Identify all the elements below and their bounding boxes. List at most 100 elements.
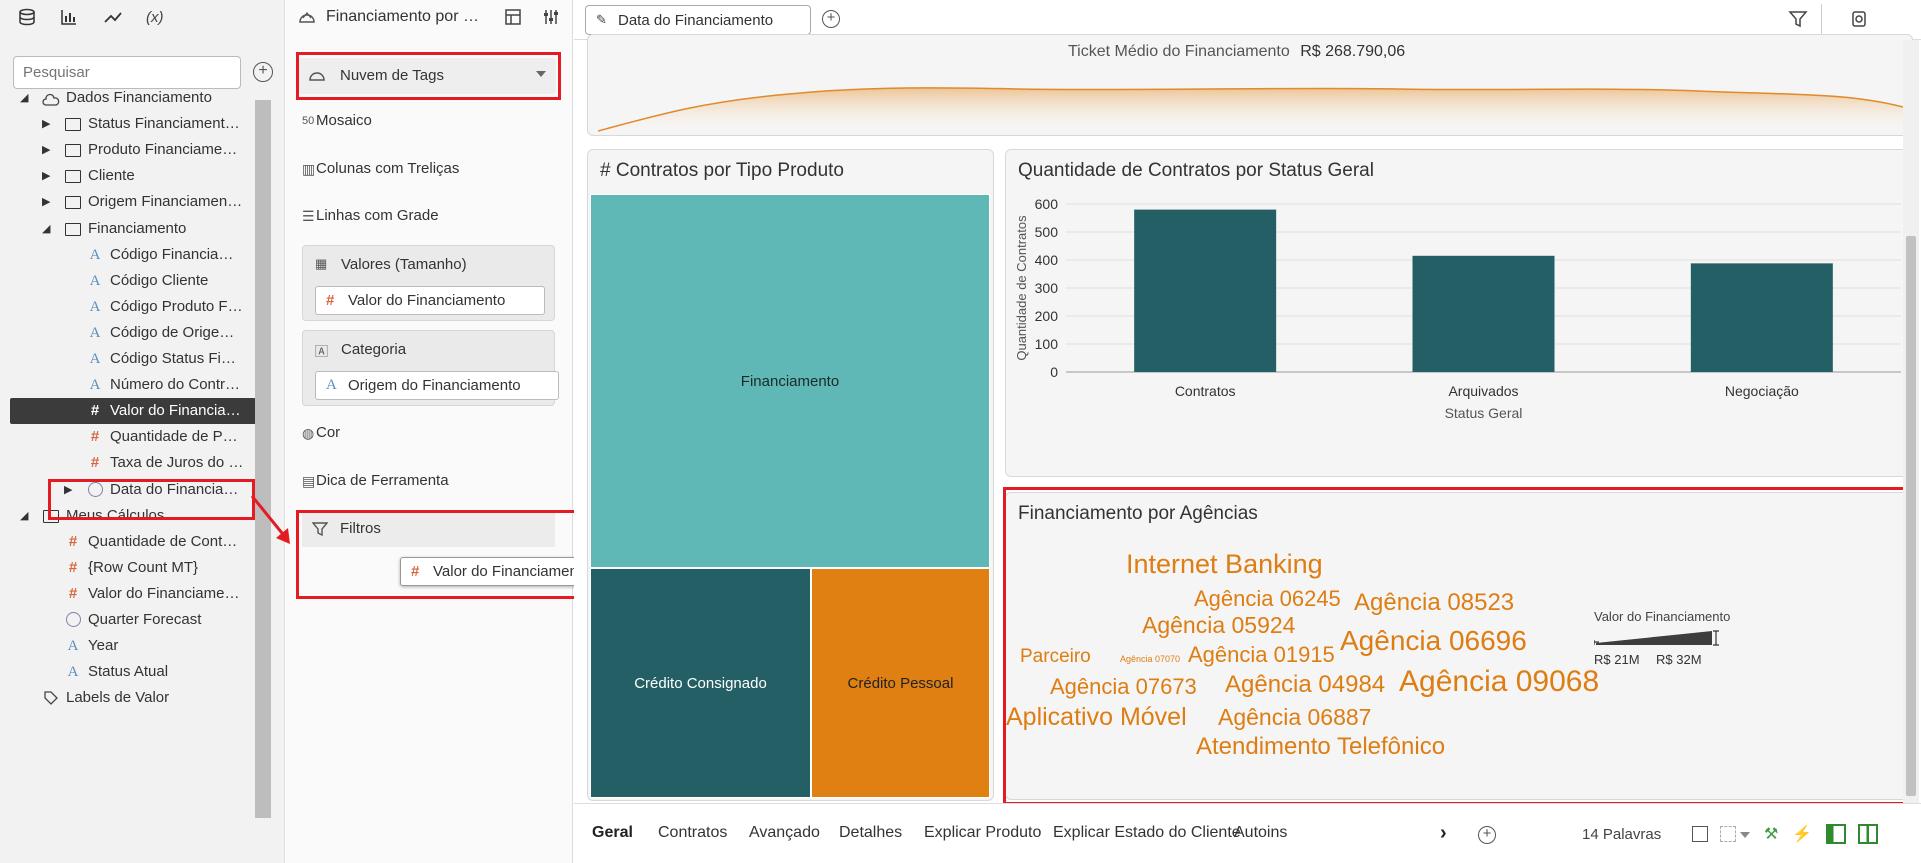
tab[interactable]: Detalhes xyxy=(839,824,903,841)
viz-type-select[interactable]: Nuvem de Tags xyxy=(298,58,556,94)
ticket-card[interactable]: Ticket Médio do Financiamento R$ 268.790… xyxy=(587,34,1913,136)
category-well[interactable]: 🄰 Categoria A Origem do Financiamento xyxy=(302,330,559,406)
collapse-icon[interactable]: ◢ xyxy=(20,509,29,522)
expand-icon[interactable]: ▶ xyxy=(42,170,51,183)
expand-icon[interactable]: ▶ xyxy=(42,144,51,157)
trellis-columns-item[interactable]: ▥ Colunas com Treliças xyxy=(302,153,459,185)
tag-word[interactable]: Agência 07673 xyxy=(1050,673,1197,699)
bar-chart-icon[interactable] xyxy=(60,8,78,31)
tree-item[interactable]: A Número do Contr… xyxy=(0,372,255,398)
tree-item[interactable]: A Status Atual xyxy=(0,659,255,685)
expand-icon[interactable]: ▶ xyxy=(42,196,51,209)
canvas-scrollbar-thumb[interactable] xyxy=(1906,236,1916,796)
filter-toggle-icon[interactable] xyxy=(1788,9,1808,33)
text-field-icon: A xyxy=(89,272,101,289)
tag-word[interactable]: Agência 06887 xyxy=(1218,703,1372,730)
treemap-cell-financiamento[interactable]: Financiamento xyxy=(590,194,990,568)
tree-item[interactable]: ▶ Status Financiament… xyxy=(0,111,255,137)
tree-item[interactable]: A Código Produto F… xyxy=(0,294,255,320)
values-well[interactable]: ▦ Valores (Tamanho) # Valor do Financiame… xyxy=(302,245,555,321)
tree-item[interactable]: A Year xyxy=(0,633,255,659)
treemap-cell-pessoal[interactable]: Crédito Pessoal xyxy=(811,568,990,798)
tree-item[interactable]: ▶ Produto Financiame… xyxy=(0,137,255,163)
trend-icon[interactable] xyxy=(103,8,123,31)
tree-item[interactable]: # Quantidade de Cont… xyxy=(0,529,255,555)
tag-word[interactable]: Agência 08523 xyxy=(1354,589,1515,617)
filter-pill[interactable]: ✎ Data do Financiamento xyxy=(585,5,811,35)
panel-left-icon[interactable] xyxy=(1826,824,1846,844)
add-tab-icon[interactable]: + xyxy=(1478,826,1496,844)
tree-item[interactable]: # Valor do Financiame… xyxy=(0,581,255,607)
tree-item[interactable]: ▶ Data do Financia… xyxy=(0,477,255,503)
expand-icon[interactable]: ▶ xyxy=(42,118,51,131)
panel-right-icon[interactable] xyxy=(1858,824,1878,844)
tab[interactable]: Avançado xyxy=(749,824,820,841)
lightning-icon[interactable]: ⚡ xyxy=(1792,826,1812,843)
pin-icon: ✎ xyxy=(596,12,607,27)
filters-well[interactable]: Filtros xyxy=(302,513,555,547)
values-chip[interactable]: # Valor do Financiamento xyxy=(315,286,545,315)
tag-word[interactable]: Agência 07070 xyxy=(1120,653,1181,664)
tree-item[interactable]: ◢ Dados Financiamento xyxy=(0,85,255,111)
tag-word[interactable]: Aplicativo Móvel xyxy=(1006,703,1187,732)
tooltip-item[interactable]: ▤ Dica de Ferramenta xyxy=(302,465,449,497)
tab[interactable]: Explicar Estado do Cliente xyxy=(1053,824,1241,841)
tree-item[interactable]: Quarter Forecast xyxy=(0,607,255,633)
tree-item[interactable]: A Código de Orige… xyxy=(0,320,255,346)
tree-item[interactable]: A Código Status Fi… xyxy=(0,346,255,372)
database-icon[interactable] xyxy=(18,8,36,31)
tree-item-label: Quarter Forecast xyxy=(88,611,202,628)
treemap-label: Financiamento xyxy=(740,373,840,390)
tree-item[interactable]: # Quantidade de P… xyxy=(0,424,255,450)
tag-word[interactable]: Agência 09068 xyxy=(1399,664,1600,698)
tree-item[interactable]: ▶ Origem Financiamen… xyxy=(0,189,255,215)
tag-word[interactable]: Agência 06245 xyxy=(1194,585,1341,611)
tab[interactable]: Geral xyxy=(592,824,633,841)
search-input[interactable] xyxy=(13,56,241,89)
tree-item[interactable]: # Valor do Financia… xyxy=(10,398,256,425)
calc-icon[interactable]: (x) xyxy=(146,9,164,26)
properties-tab-icon[interactable] xyxy=(542,8,560,30)
tag-word[interactable]: Agência 01915 xyxy=(1188,641,1335,667)
collapse-icon[interactable]: ◢ xyxy=(20,92,29,104)
category-chip[interactable]: A Origem do Financiamento xyxy=(315,371,559,400)
tree-item[interactable]: ◢ Meus Cálculos xyxy=(0,503,255,529)
tag-word[interactable]: Internet Banking xyxy=(1126,548,1323,579)
grid-icon[interactable] xyxy=(1720,826,1736,842)
tag-word[interactable]: Parceiro xyxy=(1020,646,1091,668)
expand-icon[interactable]: ▶ xyxy=(64,483,73,496)
settings-icon[interactable] xyxy=(1849,9,1869,33)
fields-tab-icon[interactable] xyxy=(504,8,522,30)
add-data-icon[interactable]: + xyxy=(253,62,273,82)
tree-item[interactable]: A Código Cliente xyxy=(0,268,255,294)
chevron-down-icon[interactable] xyxy=(1740,832,1750,838)
tag-word[interactable]: Atendimento Telefônico xyxy=(1196,733,1446,761)
tree-item[interactable]: Labels de Valor xyxy=(0,685,255,711)
tree-item-label: Valor do Financiame… xyxy=(88,584,240,602)
tree-item[interactable]: # Taxa de Juros do … xyxy=(0,450,255,476)
tab[interactable]: Explicar Produto xyxy=(924,824,1042,841)
chevron-right-icon[interactable]: › xyxy=(1440,822,1447,844)
tag-word[interactable]: Agência 04984 xyxy=(1225,671,1386,699)
bar-chart-card[interactable]: Quantidade de Contratos por Status Geral… xyxy=(1005,149,1913,477)
tag-word[interactable]: Agência 06696 xyxy=(1340,624,1527,656)
tab[interactable]: Autoins xyxy=(1234,824,1288,841)
tagcloud-card[interactable]: Financiamento por Agências Internet Bank… xyxy=(1005,492,1913,800)
add-filter-icon[interactable]: + xyxy=(822,10,840,28)
treemap-cell-consignado[interactable]: Crédito Consignado xyxy=(590,568,811,798)
tree-item[interactable]: # {Row Count MT} xyxy=(0,555,255,581)
tree-item[interactable]: A Código Financia… xyxy=(0,242,255,268)
tree-item[interactable]: ▶ Cliente xyxy=(0,163,255,189)
collapse-icon[interactable]: ◢ xyxy=(42,222,51,235)
filters-label: Filtros xyxy=(340,520,381,537)
tag-word[interactable]: Agência 05924 xyxy=(1142,611,1296,638)
tree-item[interactable]: ◢ Financiamento xyxy=(0,216,255,242)
treemap-card[interactable]: # Contratos por Tipo Produto Financiamen… xyxy=(587,149,994,801)
grid-rows-item[interactable]: ☰ Linhas com Grade xyxy=(302,200,439,232)
tab[interactable]: Contratos xyxy=(658,824,728,841)
brush-icon[interactable]: ⚒ xyxy=(1764,826,1779,843)
left-scrollbar[interactable] xyxy=(255,100,271,818)
page-layout-icon[interactable] xyxy=(1692,826,1708,842)
color-item[interactable]: ◍ Cor xyxy=(302,417,340,449)
mosaic-item[interactable]: 50 Mosaico xyxy=(302,105,372,137)
